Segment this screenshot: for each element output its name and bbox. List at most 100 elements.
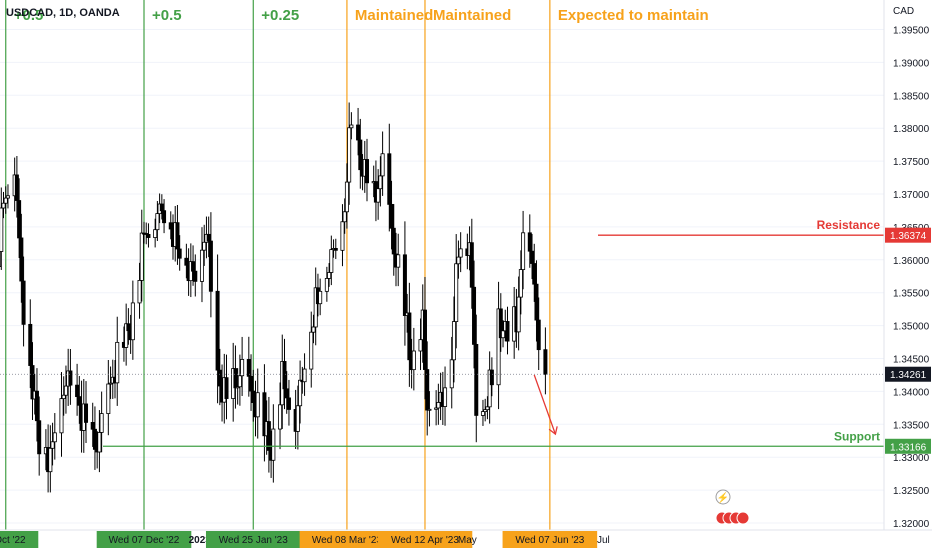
candle-up [376,188,381,203]
price-axis: 1.39500 1.39000 1.38500 1.38000 1.37500 1.370… [883,0,931,530]
event-label: +0.5 [14,7,44,24]
candle-up [199,249,204,282]
candle-down [146,234,151,238]
candle-up [378,175,383,190]
lightning-icon [715,489,731,505]
candle-down [249,375,254,392]
candle-down [532,263,537,285]
candle-up [480,411,485,416]
candle-up [516,296,521,333]
candle-up [155,213,160,231]
candle-up [487,369,492,408]
candle-up [52,432,57,443]
x-label-bg [377,531,473,548]
candle-up [311,326,316,333]
candle-up [454,263,459,323]
candle-down [505,321,510,342]
candle-up [99,413,104,433]
x-label-bg [96,531,192,548]
support-price-tag: 1.33166 [890,442,927,453]
candle-up [271,428,276,461]
candle-up [436,402,441,409]
svg-text:⚡: ⚡ [717,491,729,504]
candle-up [483,409,488,412]
candle-down [389,203,394,229]
currency-label: CAD [893,6,914,17]
candle-down [474,343,479,416]
candle-down [224,377,229,399]
x-label-bg [0,531,39,548]
event-icons: ⚡ [715,489,750,525]
candle-down [402,254,407,316]
candle-up [313,287,318,328]
candle-up [124,323,129,348]
candle-up [456,256,461,265]
x-tick-label: 2023 [189,535,212,546]
candle-down [498,308,503,339]
candle-up [340,221,345,251]
candle-down [469,242,474,288]
candle-down [77,396,82,406]
candle-up [295,405,300,432]
candle-down [387,153,392,205]
candle-down [422,309,427,370]
symbol-label: USDCAD, 1D, OANDA [6,7,120,19]
x-tick-label: Wed 07 Dec '22 [109,535,180,546]
x-tick-label: May [458,535,477,546]
candle-up [48,447,53,473]
candles [0,102,548,493]
event-lines [5,0,551,530]
candle-down [286,397,291,410]
candle-up [396,254,401,268]
candle-up [485,406,490,411]
candle-down [21,280,26,325]
candle-down [391,227,396,255]
candle-down [177,248,182,259]
candle-down [364,159,369,184]
candle-down [530,250,535,264]
candle-down [534,283,539,321]
candle-up [0,207,4,252]
candle-up [309,331,314,370]
y-tick-label: 1.38500 [893,91,930,102]
last-price-tag-bg [885,366,931,382]
candle-up [342,211,347,223]
candle-down [191,261,196,272]
y-tick-label: 1.35000 [893,322,930,333]
level-lines [0,234,884,447]
resistance-price-tag-bg [885,227,931,243]
labels: +0.5 +0.5 +0.25 Maintained Maintained Expecte… [14,7,881,443]
support-label: Support [834,429,880,443]
candle-up [235,386,240,389]
candle-up [237,375,242,388]
candle-up [347,127,352,183]
x-label-bg [502,531,598,548]
resistance-label: Resistance [817,218,881,232]
candle-up [451,321,456,361]
y-tick-label: 1.37500 [893,157,930,168]
y-tick-label: 1.38000 [893,124,930,135]
candle-down [527,232,532,252]
candle-down [233,368,238,389]
candle-up [458,248,463,258]
x-tick-label: Wed 12 Apr '23 [391,535,459,546]
candle-up [59,398,64,434]
candle-down [358,139,363,171]
event-label: +0.5 [152,7,182,24]
candle-up [240,359,245,377]
candle-up [318,290,323,305]
candle-up [427,408,432,411]
x-tick-label: Jul [597,535,610,546]
y-tick-label: 1.36000 [893,256,930,267]
event-label: Maintained [433,7,511,24]
candle-up [302,368,307,383]
candle-down [282,361,287,390]
x-tick-label: Wed 08 Mar '23 [312,535,383,546]
flag-icon [736,511,750,525]
candle-up [411,350,416,371]
candle-down [68,370,73,386]
candle-up [255,392,260,418]
event-label: +0.25 [261,7,299,24]
candle-down [543,349,548,375]
